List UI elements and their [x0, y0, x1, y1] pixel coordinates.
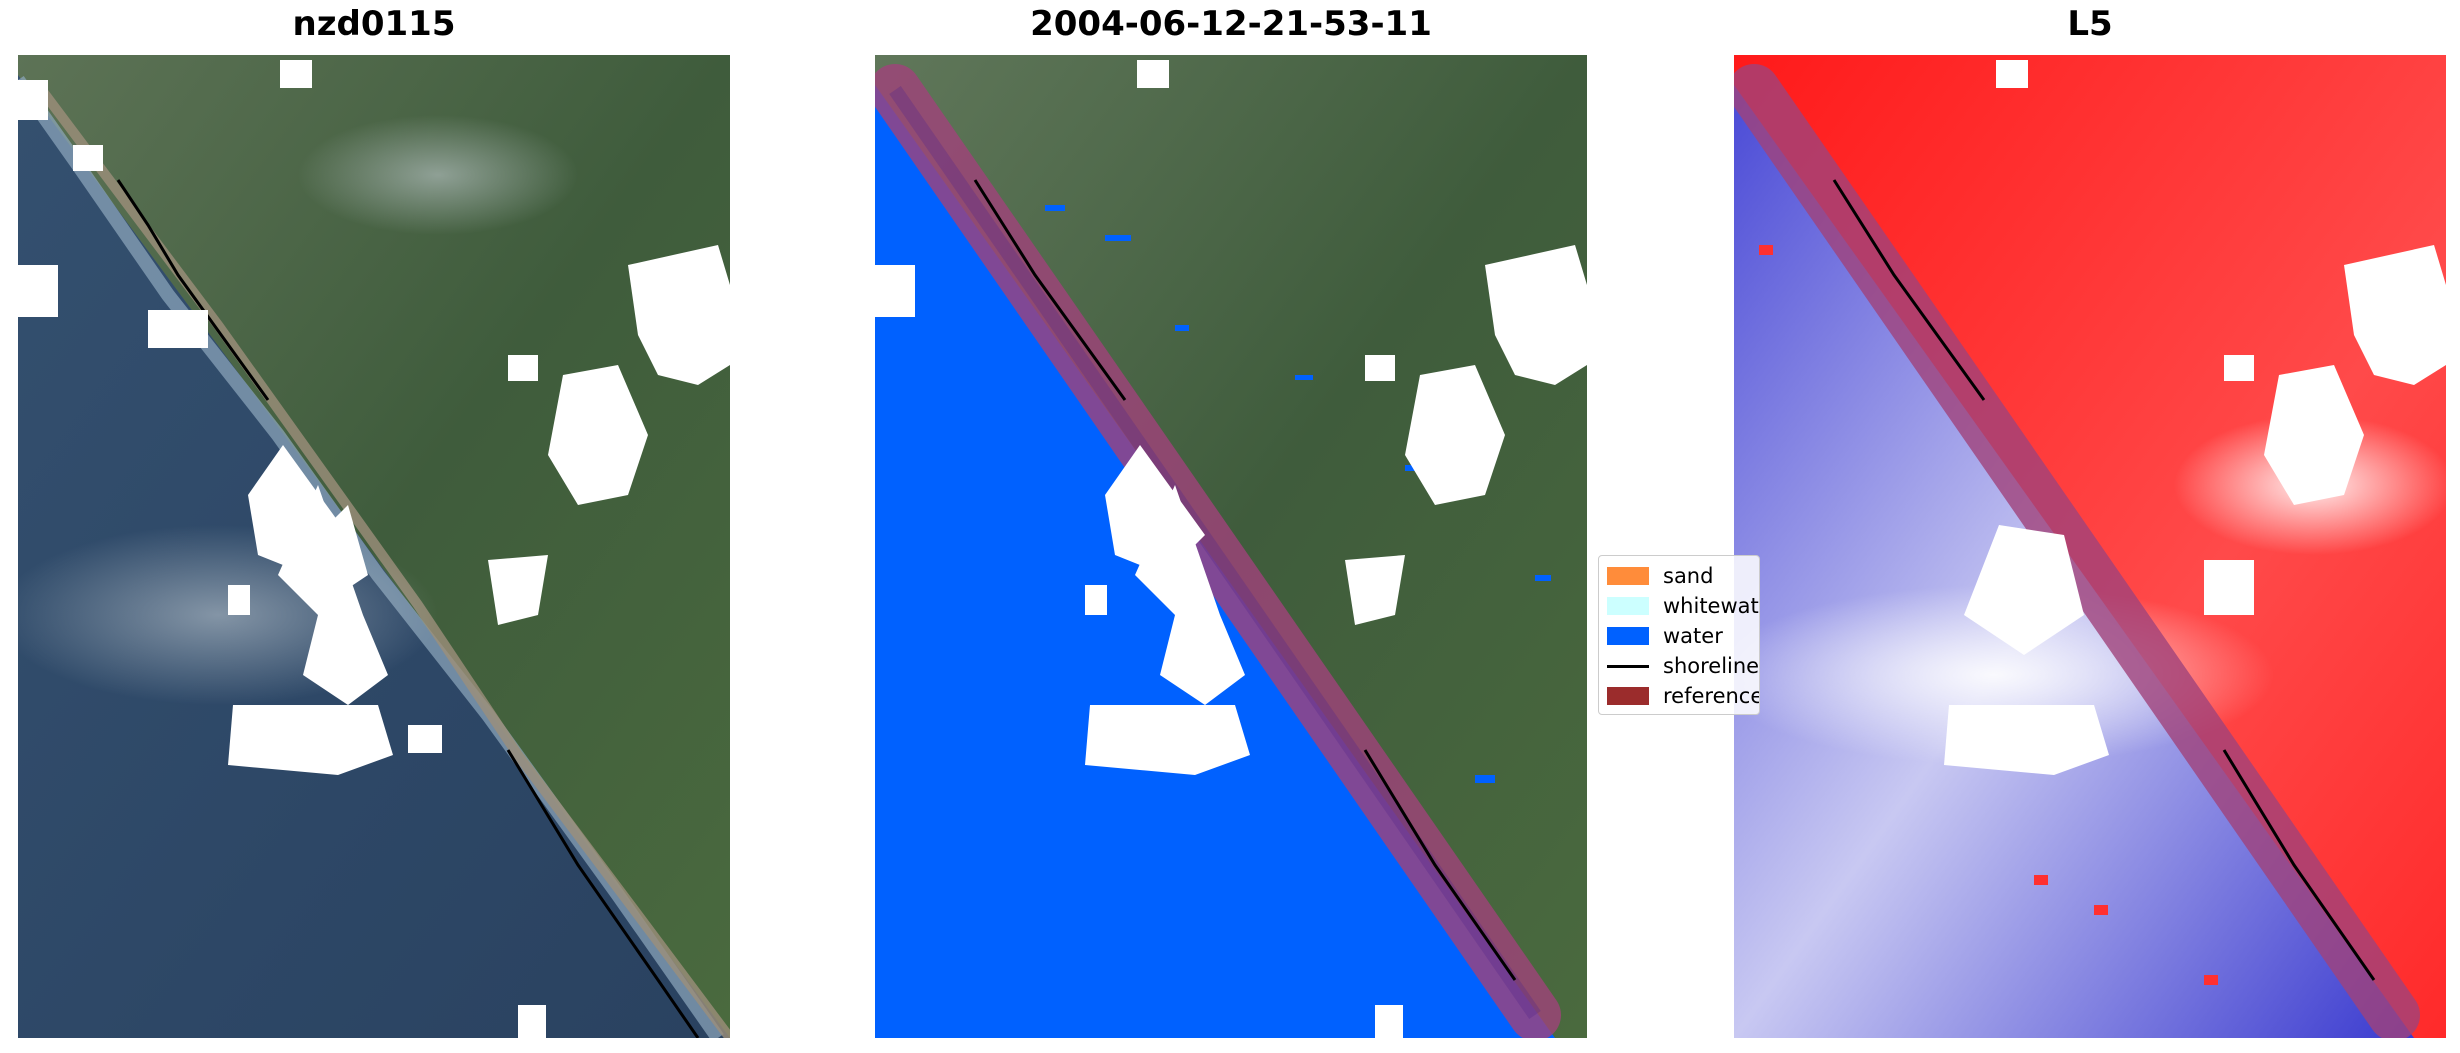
- reference-band: [1734, 64, 2420, 1038]
- rgb-image-panel: [18, 55, 730, 1038]
- panel-title-classified: 2004-06-12-21-53-11: [1030, 4, 1432, 44]
- reference-band: [875, 64, 1561, 1038]
- shoreline-trace: [116, 179, 700, 1038]
- beach-strip: [34, 82, 730, 1038]
- legend-item-sand: sand: [1607, 562, 1713, 590]
- water-swatch: [1607, 627, 1649, 645]
- whitewater-swatch: [1607, 597, 1649, 615]
- legend-label: whitewater: [1663, 594, 1759, 618]
- shoreline-trace: [973, 179, 1517, 981]
- legend-label: water: [1663, 624, 1723, 648]
- reference-swatch: [1607, 687, 1649, 705]
- legend: sand whitewater water shoreline referenc…: [1598, 555, 1760, 715]
- sand-swatch: [1607, 567, 1649, 585]
- legend-label: shoreline: [1663, 654, 1760, 678]
- legend-item-water: water: [1607, 622, 1723, 650]
- cloud-masks: [875, 60, 1587, 1038]
- legend-label: reference: [1663, 684, 1760, 708]
- panel-title-index: L5: [2067, 4, 2113, 44]
- cloud-masks: [18, 60, 730, 1038]
- legend-item-shoreline: shoreline: [1607, 652, 1759, 680]
- classified-image-panel: [875, 55, 1587, 1038]
- shoreline-trace: [1832, 179, 2376, 981]
- classified-satellite-image: [875, 55, 1587, 1038]
- index-image-panel: [1734, 55, 2446, 1038]
- cloud-masks: [1944, 60, 2446, 775]
- reference-band-inner: [889, 86, 1541, 1019]
- legend-label: sand: [1663, 564, 1714, 588]
- shoreline-line-swatch: [1607, 664, 1649, 668]
- panel-title-rgb: nzd0115: [292, 4, 456, 44]
- rgb-satellite-image: [18, 55, 730, 1038]
- haze: [298, 115, 578, 235]
- index-satellite-image: [1734, 55, 2446, 1038]
- legend-item-whitewater: whitewater: [1607, 592, 1759, 620]
- red-specks: [1759, 245, 2218, 985]
- legend-item-reference: reference: [1607, 682, 1760, 710]
